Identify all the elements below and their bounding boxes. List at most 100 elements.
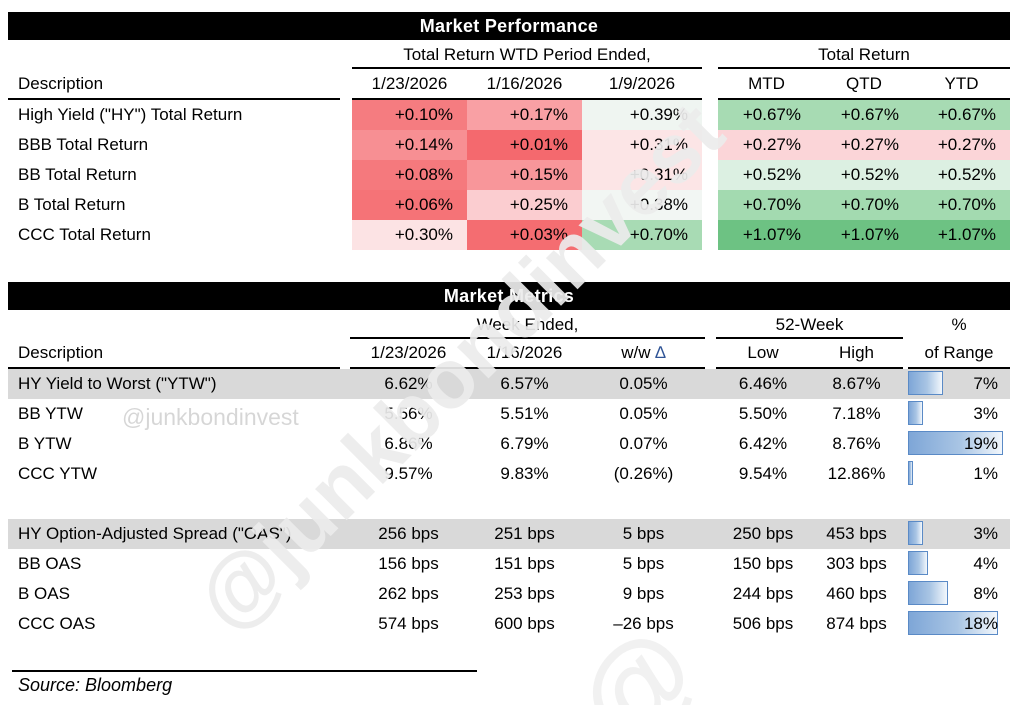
metrics-title-bar: Market Metrics bbox=[8, 282, 1010, 310]
heatmap-cell: +0.27% bbox=[913, 130, 1010, 160]
col-header-ytd: YTD bbox=[944, 74, 979, 93]
group-label-52-week: 52-Week bbox=[716, 312, 903, 339]
range-data-bar bbox=[908, 581, 948, 605]
value-cell: 151 bps bbox=[494, 554, 555, 573]
high-cell: 874 bps bbox=[826, 614, 887, 633]
range-data-bar bbox=[908, 461, 913, 485]
group-label-wtd: Total Return WTD Period Ended, bbox=[352, 42, 702, 69]
low-cell: 5.50% bbox=[738, 404, 788, 423]
heatmap-cell: +0.70% bbox=[815, 190, 913, 220]
range-cell: 1% bbox=[908, 459, 1010, 489]
description-header: Description bbox=[8, 339, 340, 369]
heatmap-cell: +0.67% bbox=[718, 100, 815, 130]
range-data-bar bbox=[908, 371, 943, 395]
metrics-group-header: Week Ended, 52-Week % bbox=[8, 312, 1010, 339]
heatmap-cell: +0.52% bbox=[913, 160, 1010, 190]
value-cell: 5 bps bbox=[622, 554, 665, 573]
heatmap-cell: +0.17% bbox=[467, 100, 582, 130]
performance-row: B Total Return +0.06% +0.25% +0.38% +0.7… bbox=[8, 190, 1010, 220]
value-cell: 6.57% bbox=[500, 374, 549, 393]
col-header-wow-delta: w/w ∆ bbox=[621, 343, 666, 362]
performance-group-header: Total Return WTD Period Ended, Total Ret… bbox=[8, 42, 1010, 69]
col-header-low: Low bbox=[747, 343, 779, 362]
source-note: Source: Bloomberg bbox=[18, 675, 173, 695]
group-label-percent: % bbox=[951, 315, 967, 334]
metrics-row: B YTW 6.86% 6.79% 0.07% 6.42% 8.76% 19% bbox=[8, 429, 1010, 459]
heatmap-cell: +1.07% bbox=[718, 220, 815, 250]
range-cell: 7% bbox=[908, 369, 1010, 399]
range-percent: 4% bbox=[973, 554, 998, 573]
col-header-qtd: QTD bbox=[846, 74, 882, 93]
heatmap-cell: +0.39% bbox=[582, 100, 702, 130]
col-header-date1: 1/23/2026 bbox=[371, 74, 448, 93]
metrics-row: HY Option-Adjusted Spread ("OAS") 256 bp… bbox=[8, 519, 1010, 549]
value-cell: 600 bps bbox=[494, 614, 555, 633]
low-cell: 6.46% bbox=[738, 374, 788, 393]
low-cell: 9.54% bbox=[738, 464, 788, 483]
row-label: BBB Total Return bbox=[18, 135, 149, 154]
heatmap-cell: +0.14% bbox=[352, 130, 467, 160]
row-label: HY Yield to Worst ("YTW") bbox=[18, 374, 217, 393]
heatmap-cell: +0.27% bbox=[815, 130, 913, 160]
metrics-row: HY Yield to Worst ("YTW") 6.62% 6.57% 0.… bbox=[8, 369, 1010, 399]
low-cell: 250 bps bbox=[732, 524, 794, 543]
high-cell: 8.76% bbox=[832, 434, 881, 453]
col-header-of-range: of Range bbox=[908, 339, 1010, 369]
value-cell: 0.07% bbox=[619, 434, 668, 453]
col-header-mtd: MTD bbox=[748, 74, 785, 93]
heatmap-cell: +0.38% bbox=[582, 190, 702, 220]
high-cell: 453 bps bbox=[826, 524, 887, 543]
heatmap-cell: +0.70% bbox=[582, 220, 702, 250]
metrics-row: BB OAS 156 bps 151 bps 5 bps 150 bps 303… bbox=[8, 549, 1010, 579]
high-cell: 303 bps bbox=[826, 554, 887, 573]
heatmap-cell: +0.10% bbox=[352, 100, 467, 130]
low-cell: 244 bps bbox=[732, 584, 794, 603]
low-cell: 150 bps bbox=[732, 554, 794, 573]
row-label: HY Option-Adjusted Spread ("OAS") bbox=[18, 524, 292, 543]
value-cell: 156 bps bbox=[378, 554, 439, 573]
heatmap-cell: +0.67% bbox=[815, 100, 913, 130]
heatmap-cell: +0.06% bbox=[352, 190, 467, 220]
heatmap-cell: +0.67% bbox=[913, 100, 1010, 130]
range-cell: 3% bbox=[908, 519, 1010, 549]
metrics-row: B OAS 262 bps 253 bps 9 bps 244 bps 460 … bbox=[8, 579, 1010, 609]
value-cell: 6.86% bbox=[384, 434, 433, 453]
metrics-row: CCC YTW 9.57% 9.83% (0.26%) 9.54% 12.86%… bbox=[8, 459, 1010, 489]
high-cell: 8.67% bbox=[832, 374, 881, 393]
high-cell: 7.18% bbox=[832, 404, 881, 423]
row-label: CCC OAS bbox=[18, 614, 96, 633]
value-cell: 256 bps bbox=[378, 524, 439, 543]
row-label: B Total Return bbox=[18, 195, 126, 214]
metrics-row: CCC OAS 574 bps 600 bps –26 bps 506 bps … bbox=[8, 609, 1010, 639]
col-header-date2: 1/16/2026 bbox=[486, 74, 563, 93]
heatmap-cell: +0.52% bbox=[815, 160, 913, 190]
heatmap-cell: +0.30% bbox=[352, 220, 467, 250]
low-cell: 6.42% bbox=[738, 434, 788, 453]
row-label: B OAS bbox=[18, 584, 70, 603]
heatmap-cell: +1.07% bbox=[913, 220, 1010, 250]
range-data-bar bbox=[908, 401, 923, 425]
heatmap-cell: +0.27% bbox=[718, 130, 815, 160]
performance-row: BB Total Return +0.08% +0.15% +0.31% +0.… bbox=[8, 160, 1010, 190]
group-label-total-return: Total Return bbox=[718, 42, 1010, 69]
row-label: B YTW bbox=[18, 434, 72, 453]
group-label-week-ended: Week Ended, bbox=[350, 312, 705, 339]
row-label: CCC Total Return bbox=[18, 225, 151, 244]
range-percent: 3% bbox=[973, 524, 998, 543]
value-cell: 9 bps bbox=[622, 584, 665, 603]
range-cell: 19% bbox=[908, 429, 1010, 459]
heatmap-cell: +0.31% bbox=[582, 160, 702, 190]
heatmap-cell: +0.15% bbox=[467, 160, 582, 190]
spacer-row bbox=[8, 489, 1010, 519]
row-label: BB Total Return bbox=[18, 165, 137, 184]
value-cell: 262 bps bbox=[378, 584, 439, 603]
value-cell: 5.56% bbox=[384, 404, 433, 423]
heatmap-cell: +0.08% bbox=[352, 160, 467, 190]
range-data-bar bbox=[908, 551, 928, 575]
source-divider bbox=[12, 670, 477, 672]
metrics-column-headers: Description 1/23/2026 1/16/2026 w/w ∆ Lo… bbox=[8, 339, 1010, 369]
high-cell: 460 bps bbox=[826, 584, 887, 603]
range-cell: 3% bbox=[908, 399, 1010, 429]
value-cell: 9.57% bbox=[384, 464, 433, 483]
col-header-high: High bbox=[839, 343, 874, 362]
